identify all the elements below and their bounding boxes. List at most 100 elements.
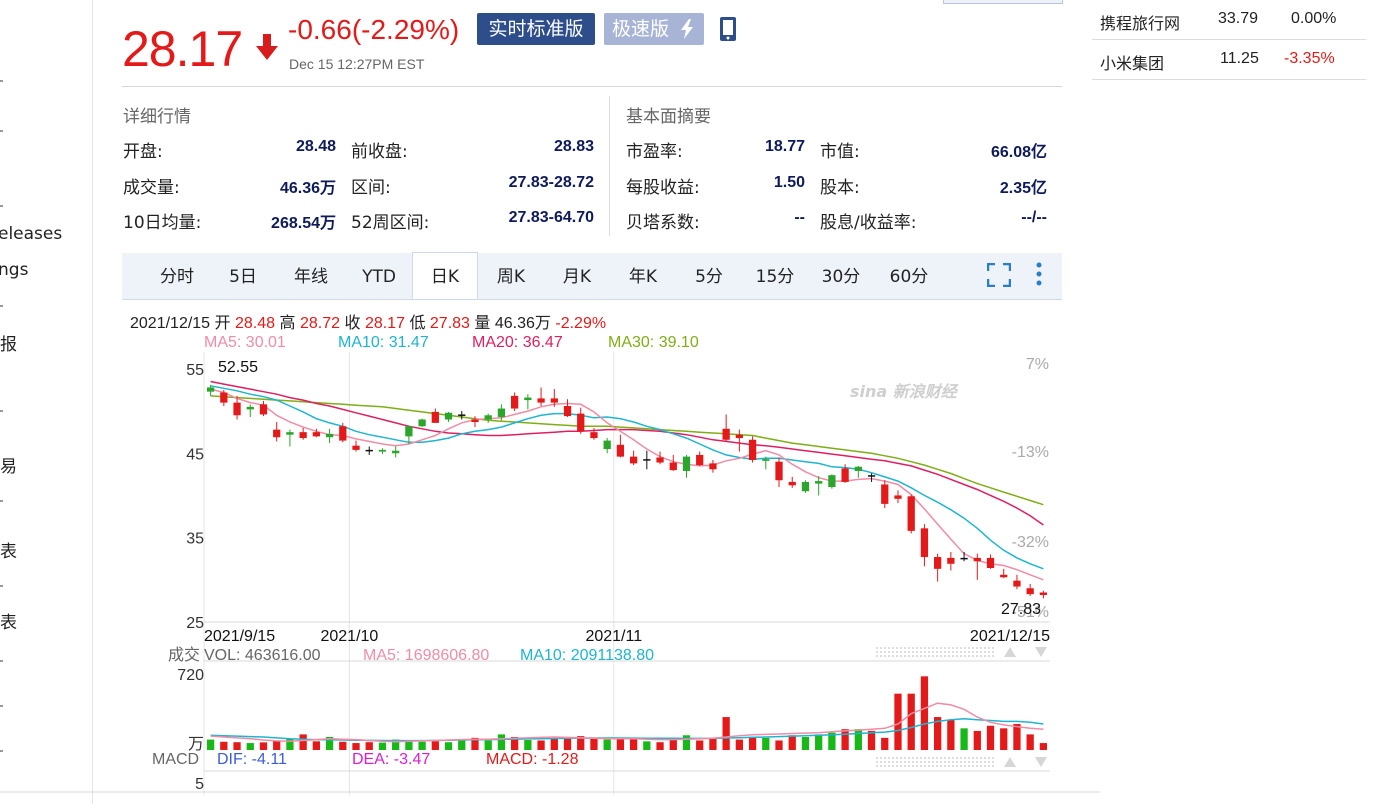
fundamental-value: --	[794, 209, 805, 226]
drag-handle-dot	[960, 655, 962, 657]
tab-15min[interactable]: 15分	[755, 267, 795, 287]
fundamental-value: --/--	[1021, 209, 1047, 226]
drag-handle-dot	[908, 651, 910, 653]
scroll-up-icon[interactable]	[1004, 757, 1016, 767]
volume-bar	[973, 730, 981, 750]
drag-handle-dot	[908, 655, 910, 657]
fullscreen-icon[interactable]	[987, 263, 1011, 287]
nav-marker	[0, 305, 3, 307]
detail-label: 前收盘:	[351, 142, 408, 162]
candle-body	[841, 468, 849, 482]
drag-handle-dot	[936, 647, 938, 649]
volume-bar	[550, 738, 558, 750]
candle-body	[524, 397, 532, 401]
drag-handle-dot	[980, 655, 982, 657]
nav-marker	[0, 750, 3, 752]
mobile-icon[interactable]	[719, 16, 737, 42]
drag-handle-dot	[976, 761, 978, 763]
stock-change: 0.00%	[1291, 10, 1337, 27]
drag-handle-dot	[916, 761, 918, 763]
nav-item-releases[interactable]: eleases	[0, 224, 63, 244]
drag-handle-dot	[976, 655, 978, 657]
related-stock-row[interactable]: 携程旅行网 33.79 0.00%	[1092, 0, 1366, 40]
drag-handle-dot	[892, 655, 894, 657]
candle-body	[405, 426, 413, 437]
fast-version-label: 极速版	[612, 18, 670, 40]
nav-item-table-1[interactable]: 表	[0, 542, 17, 562]
drag-handle-dot	[960, 757, 962, 759]
volume-bar	[339, 741, 347, 750]
drag-handle-dot	[888, 765, 890, 767]
volume-bar	[788, 735, 796, 750]
scroll-up-icon[interactable]	[1004, 647, 1016, 657]
drag-handle-dot	[976, 765, 978, 767]
drag-handle-dot	[912, 765, 914, 767]
tab-yearly-k[interactable]: 年K	[628, 267, 658, 287]
scroll-down-icon[interactable]	[1035, 647, 1047, 657]
kline-vol: 46.36万	[494, 315, 551, 332]
volume-bar	[616, 737, 625, 750]
kline-high: 28.72	[299, 315, 341, 332]
drag-handle-dot	[944, 655, 946, 657]
drag-handle-dot	[952, 651, 954, 653]
nav-item-filings[interactable]: ngs	[0, 260, 29, 280]
scroll-down-icon[interactable]	[1035, 757, 1047, 767]
detail-value: 27.83-28.72	[508, 174, 594, 191]
tab-monthly-k[interactable]: 月K	[562, 267, 592, 287]
drag-handle-dot	[920, 765, 922, 767]
drag-handle-dot	[884, 647, 886, 649]
drag-handle-dot	[932, 757, 934, 759]
top-tab-edge	[943, 0, 1063, 4]
more-options-icon[interactable]	[1035, 261, 1043, 289]
candle-body	[629, 456, 638, 464]
tab-year-line[interactable]: 年线	[294, 267, 328, 287]
drag-handle-dot	[880, 655, 882, 657]
tab-5min[interactable]: 5分	[695, 267, 723, 287]
drag-handle-dot	[988, 655, 990, 657]
nav-item-table-2[interactable]: 表	[0, 613, 17, 633]
kline-chart[interactable]: 55 45 35 25 7% -13% -32% -51% 2021/9/15 2021/10 20…	[0, 0, 1100, 804]
detail-value: 46.36万	[279, 180, 336, 197]
tab-5day[interactable]: 5日	[229, 267, 257, 287]
related-stock-row[interactable]: 小米集团 11.25 -3.35%	[1092, 40, 1366, 80]
ma10-legend: MA10: 31.47	[338, 334, 429, 351]
tab-60min[interactable]: 60分	[889, 267, 929, 287]
tab-intraday[interactable]: 分时	[160, 267, 194, 287]
drag-handle-dot	[884, 651, 886, 653]
volume-bar	[246, 743, 254, 750]
drag-handle-dot	[956, 651, 958, 653]
fast-version-button[interactable]: 极速版	[604, 13, 704, 45]
x-tick-label: 2021/11	[585, 628, 642, 645]
tab-daily-k[interactable]: 日K	[412, 252, 478, 299]
drag-handle-dot	[908, 761, 910, 763]
candle-body	[828, 475, 836, 487]
tab-weekly-k[interactable]: 周K	[496, 267, 526, 287]
candle-body	[762, 459, 770, 461]
realtime-standard-button[interactable]: 实时标准版	[477, 13, 595, 45]
drag-handle-dot	[932, 647, 934, 649]
candle-body	[511, 395, 519, 409]
candle-body	[325, 433, 334, 438]
tab-ytd[interactable]: YTD	[362, 267, 396, 287]
chart-period-tabs: 分时 5日 年线 YTD 日K 周K 月K 年K 5分 15分 30分 60分	[122, 252, 1062, 300]
drag-handle-dot	[940, 647, 942, 649]
drag-handle-dot	[904, 647, 906, 649]
pct-tick-label: -51%	[1012, 604, 1049, 621]
drag-handle-dot	[968, 647, 970, 649]
drag-handle-dot	[972, 655, 974, 657]
drag-handle-dot	[984, 655, 986, 657]
stock-name: 携程旅行网	[1100, 16, 1181, 33]
volume-bar	[907, 693, 915, 750]
tab-30min[interactable]: 30分	[821, 267, 861, 287]
macd-dea: DEA: -3.47	[352, 751, 431, 768]
drag-handle-dot	[956, 765, 958, 767]
drag-handle-dot	[936, 761, 938, 763]
nav-item-report[interactable]: 报	[0, 335, 17, 355]
kline-close-label: 收	[344, 315, 361, 332]
candle-body	[775, 461, 783, 481]
nav-item-trade[interactable]: 易	[0, 457, 17, 477]
drag-handle-dot	[988, 761, 990, 763]
drag-handle-dot	[980, 761, 982, 763]
detail-value: 28.83	[553, 138, 594, 155]
fundamental-value: 18.77	[764, 138, 805, 155]
